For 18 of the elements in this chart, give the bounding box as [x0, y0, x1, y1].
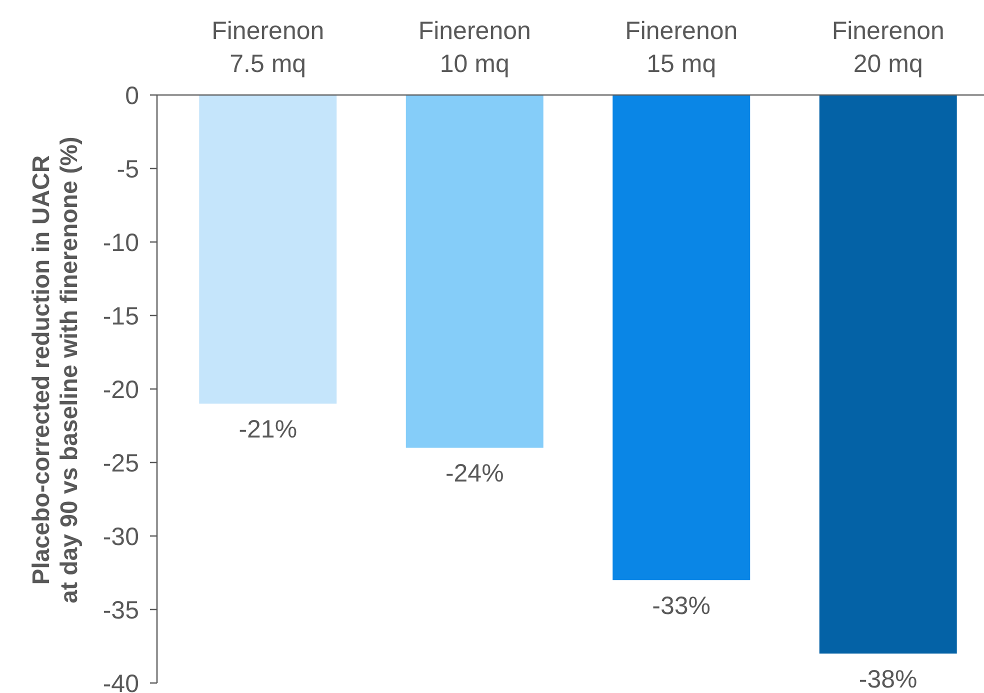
x-tick-label: Finerenon 15 mq	[625, 17, 738, 78]
data-label: -21%	[238, 415, 298, 444]
data-label: -24%	[445, 460, 504, 488]
x-tick-label: Finerenon 7.5 mq	[212, 17, 324, 78]
y-tick-label: -30	[102, 522, 139, 551]
data-label: -33%	[652, 592, 711, 620]
x-tick-label: Finerenon 20 mq	[832, 17, 944, 78]
y-tick-label: -35	[102, 596, 139, 624]
y-tick-label: 0	[125, 82, 139, 110]
y-tick-label: -20	[102, 376, 139, 404]
y-tick-label: -15	[102, 302, 139, 330]
y-tick-label: -25	[102, 449, 139, 478]
x-tick-label: Finerenon 10 mq	[418, 17, 531, 78]
data-label: -38%	[858, 665, 918, 693]
y-tick-label: -40	[102, 670, 139, 693]
y-tick-label: -5	[116, 155, 139, 184]
y-tick-label: -10	[102, 228, 139, 257]
y-axis-title: Placebo-corrected reduction in UACR at day 90 vs baseline with finerenone (%)	[28, 136, 83, 604]
